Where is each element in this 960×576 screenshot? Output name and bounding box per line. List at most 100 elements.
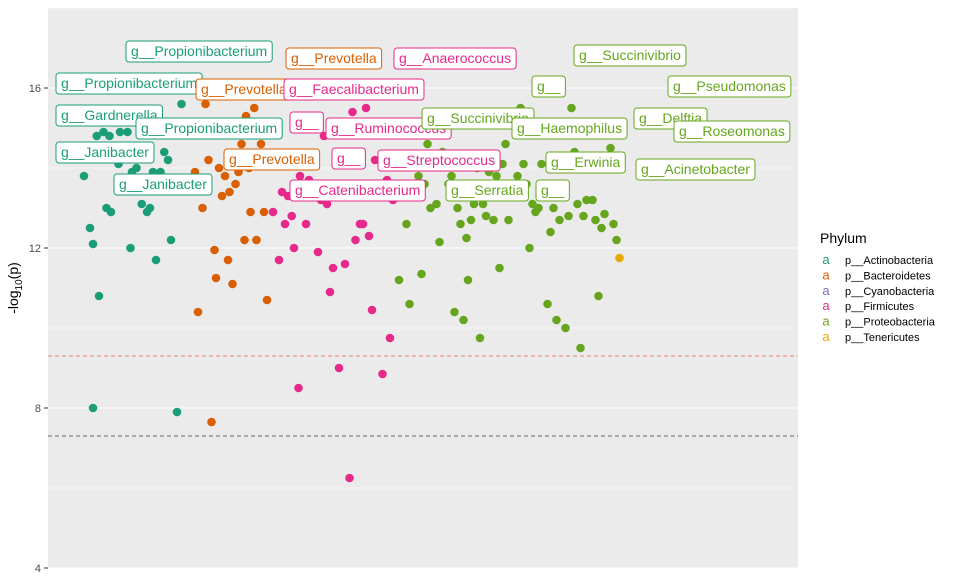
point-label: g__Prevotella xyxy=(285,47,383,70)
data-point xyxy=(573,199,582,209)
point-label: g__ xyxy=(531,75,566,98)
point-label-text: g__ xyxy=(295,114,319,130)
point-label-box xyxy=(531,75,566,98)
data-point xyxy=(394,275,404,285)
point-label: g__Anaerococcus xyxy=(393,47,517,70)
point-label-text: g__Faecalibacterium xyxy=(289,81,419,97)
data-point xyxy=(615,253,624,263)
data-point xyxy=(334,363,344,373)
data-point xyxy=(513,171,522,181)
point-label: g__Janibacter xyxy=(113,173,213,196)
data-point xyxy=(361,103,371,113)
point-label-text: g__Erwinia xyxy=(551,154,620,170)
point-label: g__Janibacter xyxy=(55,141,155,164)
data-point xyxy=(579,211,588,221)
data-point xyxy=(287,211,297,221)
point-label: g__Prevotella xyxy=(195,78,293,101)
point-label-text: g__Prevotella xyxy=(291,50,377,66)
point-label-box xyxy=(289,179,426,202)
legend-key: a xyxy=(822,252,830,267)
data-point xyxy=(469,199,479,209)
point-label: g__Pseudomonas xyxy=(667,75,792,98)
data-point xyxy=(92,131,102,141)
legend-title: Phylum xyxy=(820,230,867,246)
legend-key: a xyxy=(822,298,830,313)
data-point xyxy=(606,143,615,153)
point-label-text: g__ xyxy=(537,78,561,94)
y-tick-label: 12 xyxy=(29,243,41,255)
point-label: g__Succinivibrio xyxy=(573,44,687,67)
data-point xyxy=(204,155,213,165)
data-point xyxy=(612,235,621,245)
data-point xyxy=(405,299,414,309)
data-point xyxy=(519,159,528,169)
point-label: g__Serratia xyxy=(445,179,529,202)
data-point xyxy=(351,235,360,245)
point-label-text: g__Streptococcus xyxy=(383,152,495,168)
data-point xyxy=(567,103,576,113)
data-point xyxy=(231,179,240,189)
data-point xyxy=(345,473,354,483)
data-point xyxy=(432,199,441,209)
data-point xyxy=(280,219,290,229)
data-point xyxy=(214,163,224,173)
data-point xyxy=(126,243,135,253)
legend-entry-label: p__Proteobacteria xyxy=(845,317,936,329)
y-tick-label: 16 xyxy=(29,83,41,95)
data-point xyxy=(193,307,203,317)
legend-entry-label: p__Firmicutes xyxy=(845,301,915,313)
point-label-box xyxy=(545,151,626,174)
point-label-text: g__Propionibacterium xyxy=(61,75,197,91)
point-label-text: g__Janibacter xyxy=(61,144,149,160)
point-label: g__Ruminococcus xyxy=(325,117,452,140)
data-point xyxy=(249,103,259,113)
point-label-box xyxy=(289,111,324,134)
data-point xyxy=(256,139,266,149)
point-label-text: g__ xyxy=(541,182,565,198)
point-label-box xyxy=(511,117,628,140)
data-point xyxy=(151,255,161,265)
data-point xyxy=(463,275,473,285)
data-point xyxy=(402,219,411,229)
data-point xyxy=(340,259,350,269)
data-point xyxy=(537,159,546,169)
data-point xyxy=(211,273,221,283)
data-point xyxy=(552,315,561,325)
point-label-text: g__Roseomonas xyxy=(679,123,785,139)
data-point xyxy=(325,287,335,297)
point-label: g__Propionibacterium xyxy=(55,72,203,95)
data-point xyxy=(555,215,564,225)
data-point xyxy=(609,219,618,229)
data-point xyxy=(423,139,432,149)
data-point xyxy=(145,203,155,213)
legend-entry-label: p__Bacteroidetes xyxy=(845,270,931,282)
point-label: g__Roseomonas xyxy=(673,120,791,143)
point-label-box xyxy=(445,179,529,202)
point-label-box xyxy=(55,141,155,164)
data-point xyxy=(456,219,465,229)
point-label: g__Catenibacterium xyxy=(289,179,426,202)
data-point xyxy=(123,127,132,137)
point-label-box xyxy=(635,158,756,181)
point-label-text: g__Gardnerella xyxy=(61,107,158,123)
data-point xyxy=(358,219,368,229)
data-point xyxy=(198,203,207,213)
data-point xyxy=(177,99,186,109)
legend-entry-label: p__Actinobacteria xyxy=(845,255,934,267)
data-point xyxy=(132,163,141,173)
data-point xyxy=(246,207,255,217)
point-label-box xyxy=(667,75,792,98)
data-point xyxy=(348,107,357,117)
data-point xyxy=(588,195,597,205)
point-label: g__ xyxy=(289,111,324,134)
data-point xyxy=(172,407,182,417)
data-point xyxy=(501,139,510,149)
data-point xyxy=(220,171,230,181)
point-label-box xyxy=(535,179,570,202)
point-label-text: g__Pseudomonas xyxy=(673,78,786,94)
data-point xyxy=(534,203,543,213)
data-point xyxy=(591,215,600,225)
point-label-text: g__Janibacter xyxy=(119,176,207,192)
